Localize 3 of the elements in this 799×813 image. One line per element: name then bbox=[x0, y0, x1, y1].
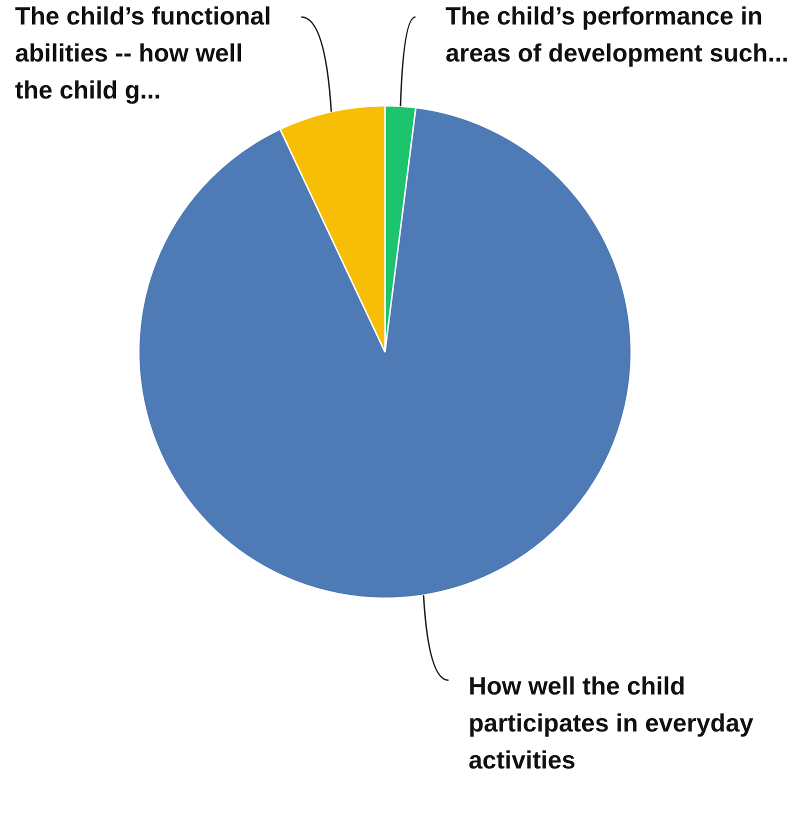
slice-label: How well the child participates in everyday activities bbox=[468, 672, 754, 775]
slice-label: The child’s functional abilities -- how well the child g... bbox=[15, 2, 272, 104]
slice-label: The child’s performance in areas of development such... bbox=[445, 2, 789, 68]
